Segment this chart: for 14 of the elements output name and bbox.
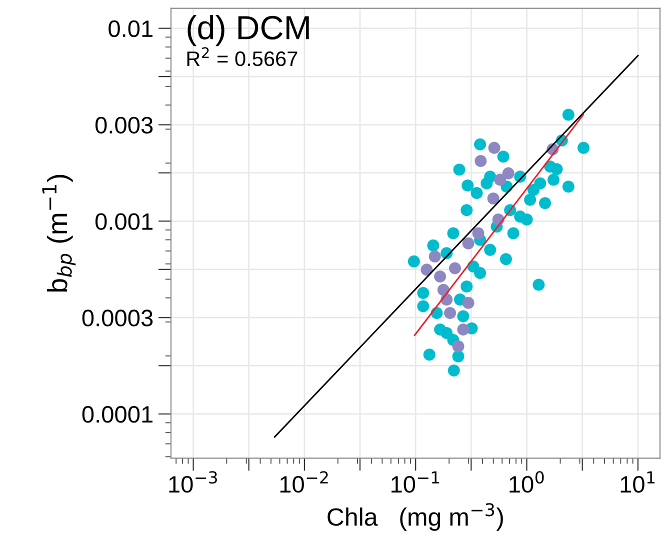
y-tick-label: 0.003 xyxy=(95,116,153,134)
annotation: (d) DCM xyxy=(188,15,309,46)
x-tick-label: 10$^{−1}$ xyxy=(392,471,440,493)
x-tick-label: 10$^{1}$ xyxy=(620,471,655,493)
x-tick-label: 10$^{0}$ xyxy=(510,471,544,493)
y-axis-title: b$_{bp}$ (m$^{−1}$) xyxy=(42,174,76,292)
x-axis-title: Chla (mg m$^{−3}$) xyxy=(328,503,503,531)
y-tick-label: 0.01 xyxy=(108,20,152,38)
y-tick-label: 0.001 xyxy=(95,213,152,230)
annotation: R$^{2}$ = 0.5667 xyxy=(187,47,298,66)
x-tick-label: 10$^{−2}$ xyxy=(280,471,328,493)
x-tick-label: 10$^{−3}$ xyxy=(169,471,217,493)
y-tick-label: 0.0001 xyxy=(82,406,152,423)
y-tick-label: 0.0003 xyxy=(82,310,153,326)
